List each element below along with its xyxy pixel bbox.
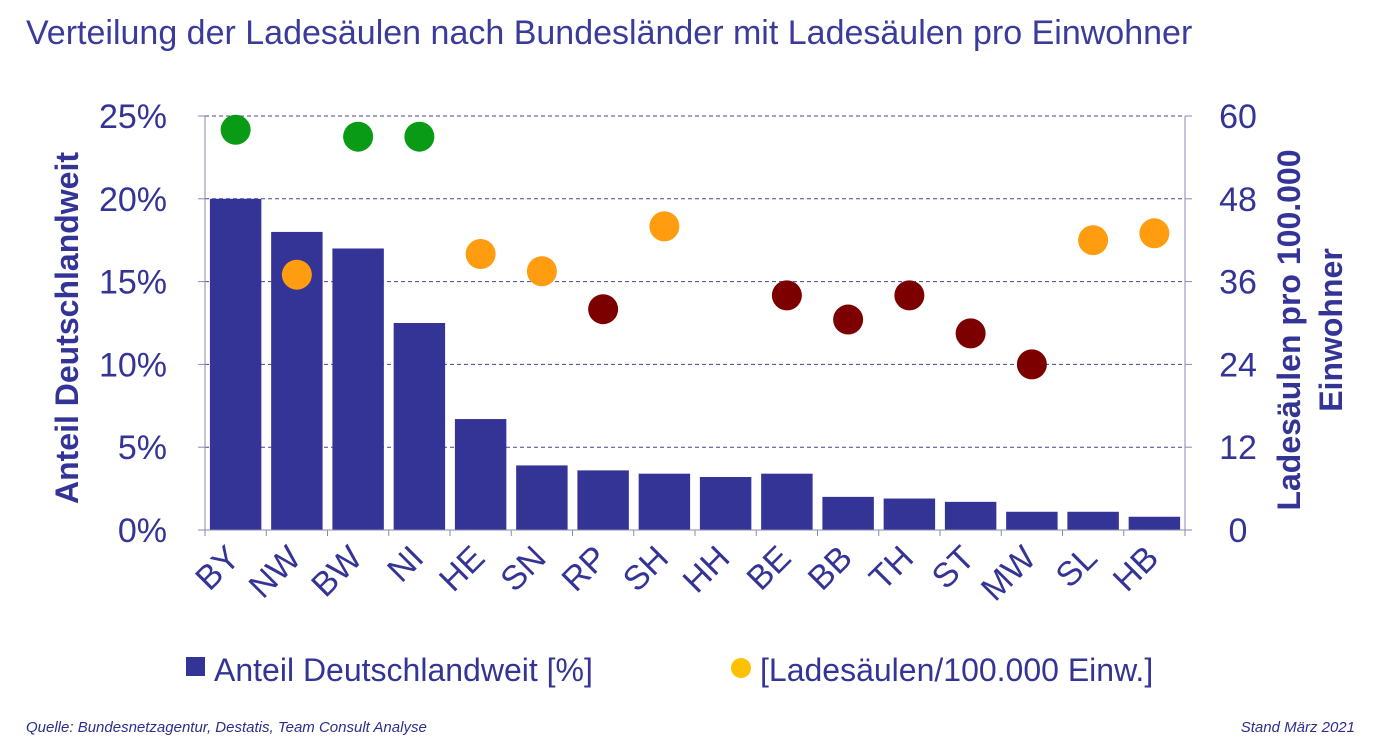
dot-he [465,239,496,269]
x-label-hh: HH [676,539,738,601]
dot-hb [1139,218,1170,249]
dot-by [220,114,251,145]
x-label-hb: HB [1106,539,1166,599]
bar-th [883,498,936,530]
right-axis-title-line2: Einwohner [1313,248,1349,412]
x-label-bw: BW [304,539,370,605]
bar-hb [1128,516,1181,530]
x-label-sh: SH [616,539,676,599]
bar-bb [822,496,874,530]
axes [204,116,1186,536]
right-axis-ticks: 0 12 24 36 48 60 [1185,98,1257,550]
bar-be [761,473,813,530]
x-label-rp: RP [555,539,615,599]
right-axis-title-line1: Ladesäulen pro 100.000 [1271,149,1307,510]
x-label-th: TH [862,539,921,598]
bar-st [944,501,997,530]
bar-rp [577,470,629,530]
x-label-sl: SL [1049,539,1105,595]
dot-nw [281,259,312,290]
dot-series [220,114,1170,380]
dot-sn [526,256,557,287]
chart-title: Verteilung der Ladesäulen nach Bundeslän… [26,14,1193,52]
x-label-by: BY [188,539,247,598]
dot-mw [1016,349,1047,380]
x-label-mw: MW [974,539,1044,609]
dot-ni [404,121,435,152]
right-tick-label: 60 [1219,98,1257,136]
x-label-sn: SN [493,539,553,599]
bar-sh [638,473,691,530]
left-tick-label: 10% [99,346,167,384]
left-tick-label: 5% [118,429,167,467]
bar-sn [516,465,568,530]
dot-bb [833,304,864,335]
left-axis-title: Anteil Deutschlandweit [49,152,85,504]
footer-date: Stand März 2021 [1240,719,1355,736]
bar-mw [1006,511,1058,530]
dot-th [894,280,925,311]
legend: Anteil Deutschlandweit [%] [Ladesäulen/1… [186,652,1153,688]
right-tick-label: 36 [1219,264,1257,302]
x-label-be: BE [740,539,799,598]
x-label-st: ST [925,539,983,597]
bar-hh [699,477,752,530]
left-axis-ticks: 0% 5% 10% 15% 20% 25% [99,98,205,550]
bar-he [454,419,507,530]
dot-sh [649,211,680,242]
bar-bw [332,248,384,531]
dot-rp [588,294,619,325]
x-label-he: HE [432,539,492,599]
dot-be [771,280,802,311]
x-label-nw: NW [242,539,309,606]
left-tick-label: 0% [118,512,167,550]
dot-sl [1078,225,1109,256]
x-label-ni: NI [380,539,431,590]
right-tick-label: 48 [1219,181,1257,219]
right-tick-label: 24 [1219,346,1257,384]
left-tick-label: 15% [99,264,167,302]
legend-dot-swatch [731,658,751,678]
legend-bar-swatch [186,657,205,676]
bar-series [209,198,1181,531]
bar-by [209,198,262,531]
right-tick-label: 12 [1219,429,1257,467]
bar-ni [393,323,446,530]
right-tick-label: 0 [1229,512,1248,550]
right-axis-title: Ladesäulen pro 100.000 Einwohner [1271,149,1349,510]
legend-bar-label: Anteil Deutschlandweit [%] [214,652,593,688]
left-tick-label: 25% [99,98,167,136]
x-label-bb: BB [801,539,860,598]
dot-bw [343,121,374,152]
bar-sl [1067,511,1119,530]
dot-st [955,318,986,349]
footer-source: Quelle: Bundesnetzagentur, Destatis, Tea… [26,719,427,736]
left-tick-label: 20% [99,181,167,219]
legend-dot-label: [Ladesäulen/100.000 Einw.] [760,652,1153,688]
